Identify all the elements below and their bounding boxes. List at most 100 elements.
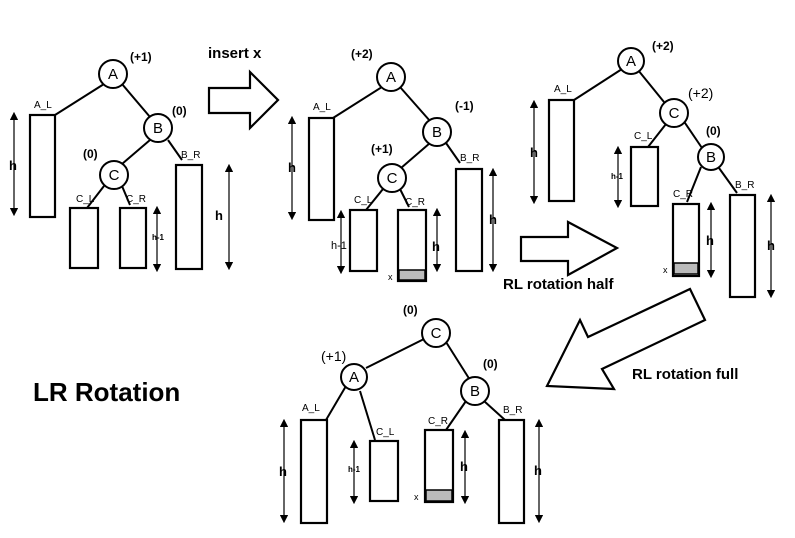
rotation-half-label: RL rotation half (503, 276, 615, 293)
rotation-full-step: RL rotation full (545, 287, 738, 391)
label-c-r: C_R (673, 189, 693, 200)
label-c-l: C_L (634, 131, 653, 142)
balance-c: (+2) (688, 85, 713, 101)
node-a (376, 62, 406, 92)
tree-4-after-rotation: C A B (0) (+1) (0) A_L C_L C_R B_R x h h… (279, 303, 544, 525)
subtree-c-r (396, 208, 428, 283)
inserted-x-label: x (414, 492, 419, 502)
label-b-r: B_R (181, 150, 200, 161)
node-c-label: C (669, 105, 680, 122)
node-c-label: C (431, 325, 442, 342)
subtree-a-l (28, 113, 57, 219)
rotation-half-arrow-icon (519, 220, 620, 277)
node-a-label: A (386, 69, 396, 86)
node-a (340, 363, 368, 391)
node-b-label: B (432, 124, 442, 141)
label-b-r: B_R (460, 153, 479, 164)
node-a-label: A (108, 66, 118, 83)
diagram-title: LR Rotation (33, 377, 180, 407)
height-c-r: h (706, 233, 714, 248)
node-b (422, 117, 452, 147)
tree-1-initial: A B C (+1) (0) (0) A_L C_L C_R B_R h h-1… (9, 50, 234, 273)
node-a-label: A (349, 369, 359, 386)
subtree-c-l (629, 145, 660, 208)
inserted-node-x (398, 269, 426, 281)
height-a-l: h (530, 145, 538, 160)
rotation-full-arrow-icon (545, 287, 707, 391)
height-c-r: h (460, 459, 468, 474)
subtree-b-r (497, 418, 526, 525)
label-c-l: C_L (376, 427, 395, 438)
label-c-l: C_L (354, 195, 373, 206)
insert-step: insert x (207, 45, 280, 131)
balance-b: (0) (706, 124, 721, 138)
tree-3-half-rotation: A C B (+2) (+2) (0) A_L C_L C_R B_R x h … (529, 39, 776, 299)
inserted-x-label: x (388, 272, 393, 282)
node-b-label: B (470, 383, 480, 400)
subtree-a-l (299, 418, 329, 525)
node-b-label: B (153, 120, 163, 137)
node-a (617, 47, 645, 75)
label-a-l: A_L (554, 84, 572, 95)
balance-b: (-1) (455, 99, 474, 113)
height-a-l: h (9, 158, 17, 173)
height-c-r: h (432, 239, 440, 254)
subtree-a-l (547, 98, 576, 203)
label-a-l: A_L (34, 100, 52, 111)
label-c-r: C_R (428, 416, 448, 427)
node-c-label: C (109, 167, 120, 184)
height-b-r: h (489, 212, 497, 227)
balance-c: (+1) (371, 142, 393, 156)
node-b-label: B (706, 149, 716, 166)
node-a (98, 59, 128, 89)
tree-2-after-insert: A B C (+2) (-1) (+1) A_L C_L C_R B_R x h… (287, 47, 498, 283)
balance-a: (+1) (130, 50, 152, 64)
node-b (460, 376, 490, 406)
node-b (697, 143, 725, 171)
subtree-b-r (454, 167, 484, 273)
inserted-node-x (425, 489, 453, 502)
inserted-node-x (673, 262, 699, 275)
subtree-a-l (307, 116, 336, 222)
label-c-r: C_R (126, 194, 146, 205)
height-c-l: h-1 (331, 240, 347, 252)
balance-b: (0) (483, 357, 498, 371)
rotation-full-label: RL rotation full (632, 366, 738, 383)
balance-a: (+1) (321, 348, 346, 364)
node-c (659, 98, 689, 128)
balance-c: (0) (83, 147, 98, 161)
height-a-l: h (279, 464, 287, 479)
height-c-l: h-1 (348, 465, 361, 474)
subtree-b-r (728, 193, 757, 299)
label-a-l: A_L (302, 403, 320, 414)
insert-label: insert x (208, 45, 262, 62)
node-a-label: A (626, 53, 636, 70)
subtree-c-l (68, 206, 100, 270)
inserted-x-label: x (663, 265, 668, 275)
label-c-l: C_L (76, 194, 95, 205)
node-c (421, 318, 451, 348)
label-c-r: C_R (405, 197, 425, 208)
node-c (99, 160, 129, 190)
node-c (377, 163, 407, 193)
label-b-r: B_R (503, 405, 522, 416)
height-b-r: h (534, 463, 542, 478)
height-b-r: h (215, 208, 223, 223)
node-c-label: C (387, 170, 398, 187)
label-a-l: A_L (313, 102, 331, 113)
balance-b: (0) (172, 104, 187, 118)
label-b-r: B_R (735, 180, 754, 191)
rotation-half-step: RL rotation half (503, 220, 620, 293)
height-c-r: h-1 (152, 233, 165, 242)
balance-c: (0) (403, 303, 418, 317)
balance-a: (+2) (652, 39, 674, 53)
subtree-c-r (118, 206, 148, 270)
subtree-b-r (174, 163, 204, 271)
height-a-l: h (288, 160, 296, 175)
subtree-c-l (348, 208, 379, 273)
node-b (143, 113, 173, 143)
balance-a: (+2) (351, 47, 373, 61)
subtree-c-l (368, 439, 400, 503)
height-c-l: h-1 (611, 172, 624, 181)
